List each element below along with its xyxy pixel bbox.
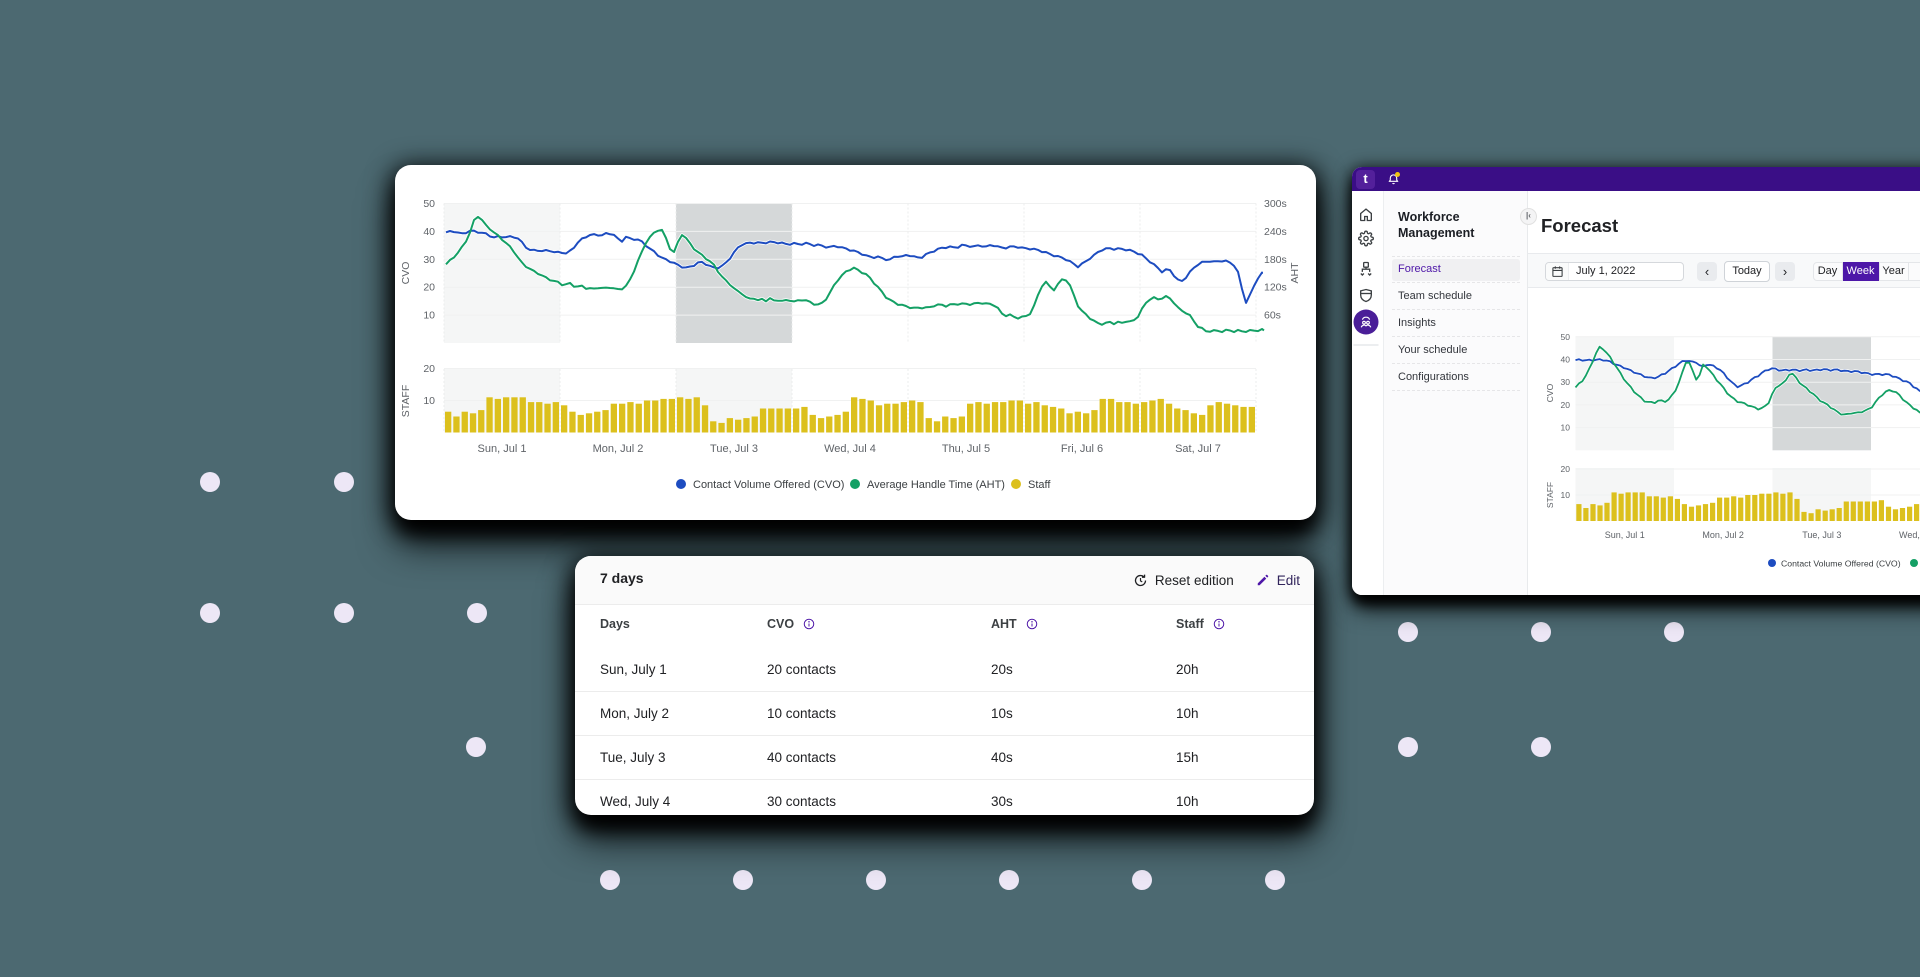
- svg-text:10: 10: [423, 395, 435, 407]
- svg-text:Fri, Jul 6: Fri, Jul 6: [1061, 443, 1103, 455]
- svg-text:STAFF: STAFF: [400, 385, 412, 417]
- svg-text:Contact Volume Offered (CVO): Contact Volume Offered (CVO): [1781, 558, 1901, 568]
- svg-text:Contact Volume Offered (CVO): Contact Volume Offered (CVO): [693, 479, 844, 491]
- svg-text:240s: 240s: [1264, 226, 1287, 238]
- svg-text:120s: 120s: [1264, 282, 1287, 294]
- svg-text:10: 10: [423, 310, 435, 322]
- svg-text:60s: 60s: [1264, 310, 1281, 322]
- svg-text:40: 40: [1561, 354, 1571, 364]
- svg-text:50: 50: [1561, 331, 1571, 341]
- svg-text:Wed, Jul 4: Wed, Jul 4: [824, 443, 876, 455]
- svg-text:20: 20: [1561, 464, 1571, 474]
- svg-text:AHT: AHT: [1289, 262, 1301, 284]
- svg-text:30: 30: [423, 254, 435, 266]
- svg-text:50: 50: [423, 198, 435, 210]
- svg-text:10: 10: [1561, 490, 1571, 500]
- svg-text:Mon, Jul 2: Mon, Jul 2: [593, 443, 644, 455]
- svg-text:Tue, Jul 3: Tue, Jul 3: [710, 443, 758, 455]
- svg-text:10: 10: [1561, 422, 1571, 432]
- svg-text:Mon, Jul 2: Mon, Jul 2: [1702, 530, 1744, 540]
- svg-text:Average Handle Time (AHT): Average Handle Time (AHT): [867, 479, 1005, 491]
- svg-text:STAFF: STAFF: [1545, 481, 1555, 507]
- svg-text:20: 20: [423, 363, 435, 375]
- svg-text:180s: 180s: [1264, 254, 1287, 266]
- svg-text:CVO: CVO: [400, 262, 412, 285]
- svg-text:Staff: Staff: [1028, 479, 1051, 491]
- svg-text:Sat, Jul 7: Sat, Jul 7: [1175, 443, 1221, 455]
- svg-text:CVO: CVO: [1545, 383, 1555, 402]
- svg-text:Tue, Jul 3: Tue, Jul 3: [1802, 530, 1841, 540]
- svg-text:Thu, Jul 5: Thu, Jul 5: [942, 443, 990, 455]
- svg-text:Wed, Jul 4: Wed, Jul 4: [1899, 530, 1920, 540]
- svg-text:300s: 300s: [1264, 198, 1287, 210]
- svg-text:40: 40: [423, 226, 435, 238]
- svg-text:30: 30: [1561, 377, 1571, 387]
- svg-text:Sun, Jul 1: Sun, Jul 1: [1605, 530, 1645, 540]
- svg-text:20: 20: [1561, 399, 1571, 409]
- svg-text:20: 20: [423, 282, 435, 294]
- svg-text:Sun, Jul 1: Sun, Jul 1: [478, 443, 527, 455]
